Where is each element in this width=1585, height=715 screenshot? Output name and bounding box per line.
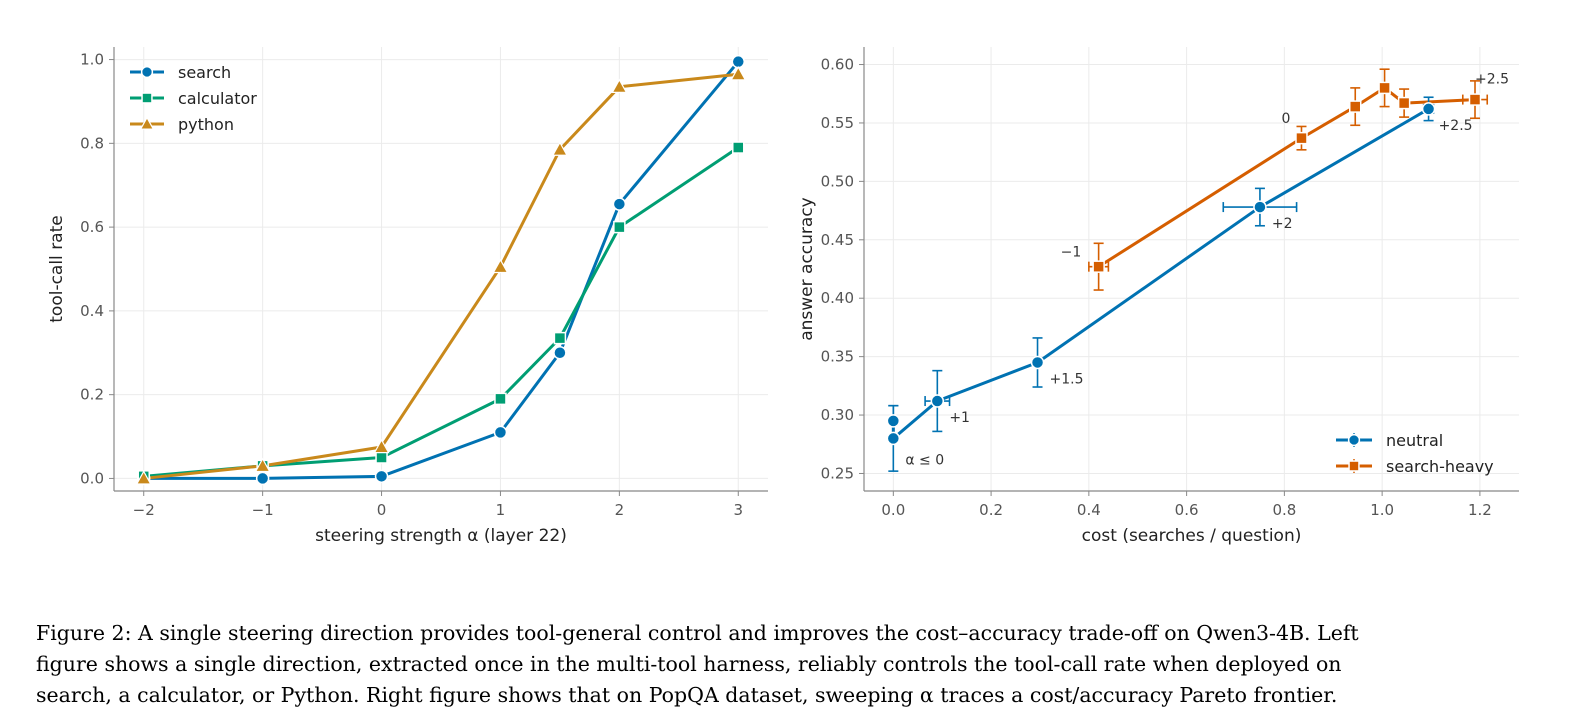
data-point-neutral [886,414,901,428]
caption-line-3: search, a calculator, or Python. Right f… [36,683,1338,707]
data-point-python [730,65,747,81]
annotation-label: +2 [1272,216,1293,232]
right-x-tick-label: 0.2 [979,501,1003,519]
legend-marker-search-heavy [1348,460,1360,472]
data-point-search-heavy [1349,100,1362,113]
right-y-tick-label: 0.45 [821,231,854,249]
legend-label-python: python [178,115,234,134]
data-point-calculator [494,392,507,406]
left-chart-tool-call-rate: −2 −1 0 1 2 3 0.0 0.2 0.4 0.6 0.8 1.0 steering stren… [47,47,768,546]
left-x-axis-title: steering strength α (layer 22) [315,526,567,546]
left-x-tick-label: 0 [377,501,387,519]
right-x-axis-title: cost (searches / question) [1082,526,1302,546]
right-x-tick-label: 0.6 [1175,501,1199,519]
legend-marker-search [140,65,154,79]
annotation-label: +2.5 [1475,72,1509,88]
data-point-search-heavy [1295,131,1308,145]
series-line-calculator [143,146,740,478]
annotation-label: −1 [1061,245,1082,261]
right-y-tick-label: 0.40 [821,289,854,307]
right-y-tick-label: 0.25 [821,464,854,482]
data-point-neutral [1421,102,1436,116]
legend-marker-neutral [1347,433,1361,447]
data-point-python [492,258,509,274]
left-y-tick-label: 1.0 [80,51,104,69]
left-x-tick-label: 1 [496,501,506,519]
figure: −2 −1 0 1 2 3 0.0 0.2 0.4 0.6 0.8 1.0 steering stren… [47,47,1519,546]
legend-marker-calculator [141,92,153,104]
data-point-search-heavy [1397,96,1411,110]
left-y-tick-label: 0.2 [80,386,104,404]
right-chart-cost-accuracy: 0.0 0.2 0.4 0.6 0.8 1.0 1.2 0.25 0.30 0.35 0.40 0.4… [797,47,1519,546]
data-point-python [254,457,271,473]
data-point-neutral [886,431,901,446]
data-point-search-heavy [1092,260,1105,273]
annotation-label: 0 [1281,111,1290,127]
series-line-python [143,72,739,480]
data-point-python [551,141,568,156]
right-y-tick-label: 0.55 [821,114,854,132]
legend-label-search-heavy: search-heavy [1386,457,1494,476]
left-y-tick-label: 0.6 [80,218,104,236]
data-point-neutral [1253,200,1267,214]
right-x-tick-label: 1.0 [1370,501,1394,519]
annotation-label: +2.5 [1439,118,1473,134]
annotation-label: α ≤ 0 [905,452,944,468]
right-x-tick-label: 0.4 [1077,501,1101,519]
series-line-search-heavy [1097,86,1476,268]
data-point-search-heavy [1378,81,1391,95]
data-point-calculator [553,331,567,345]
data-point-python [611,78,628,93]
right-y-tick-label: 0.60 [821,56,854,74]
legend-marker-python [139,116,155,130]
data-point-calculator [375,451,388,464]
data-point-search [612,197,627,211]
data-point-search [374,469,389,484]
legend-label-neutral: neutral [1386,431,1443,450]
data-point-search [493,425,508,440]
series-line-neutral [891,107,1430,440]
right-y-tick-label: 0.35 [821,348,854,366]
data-point-calculator [732,141,745,154]
annotation-label: +1.5 [1050,371,1084,387]
left-x-tick-label: −1 [252,501,274,519]
annotation-label: +1 [949,410,970,426]
right-x-tick-label: 0.0 [881,501,905,519]
figure-caption: Figure 2: A single steering direction pr… [36,618,1556,711]
data-point-search [255,471,270,486]
data-point-calculator [613,220,626,234]
data-point-neutral [930,394,945,408]
right-y-tick-label: 0.50 [821,172,854,190]
right-y-tick-label: 0.30 [821,406,854,424]
right-x-tick-label: 0.8 [1272,501,1296,519]
data-point-search [731,54,746,69]
left-x-tick-label: 2 [615,501,625,519]
data-point-search-heavy [1468,93,1482,106]
left-y-tick-label: 0.8 [80,134,104,152]
legend-label-search: search [178,63,231,82]
left-y-tick-label: 0.0 [80,469,104,487]
left-y-axis-title: tool-call rate [47,215,67,322]
data-point-python [373,438,390,454]
data-point-search [553,346,567,360]
legend-label-calculator: calculator [178,89,257,108]
caption-line-2: figure shows a single direction, extract… [36,652,1342,676]
data-point-python [135,470,152,485]
caption-line-1: Figure 2: A single steering direction pr… [36,621,1359,645]
data-point-neutral [1030,355,1045,370]
left-x-tick-label: −2 [133,501,155,519]
left-x-tick-label: 3 [733,501,743,519]
right-y-axis-title: answer accuracy [797,197,817,341]
left-y-tick-label: 0.4 [80,302,104,320]
right-x-tick-label: 1.2 [1468,501,1492,519]
